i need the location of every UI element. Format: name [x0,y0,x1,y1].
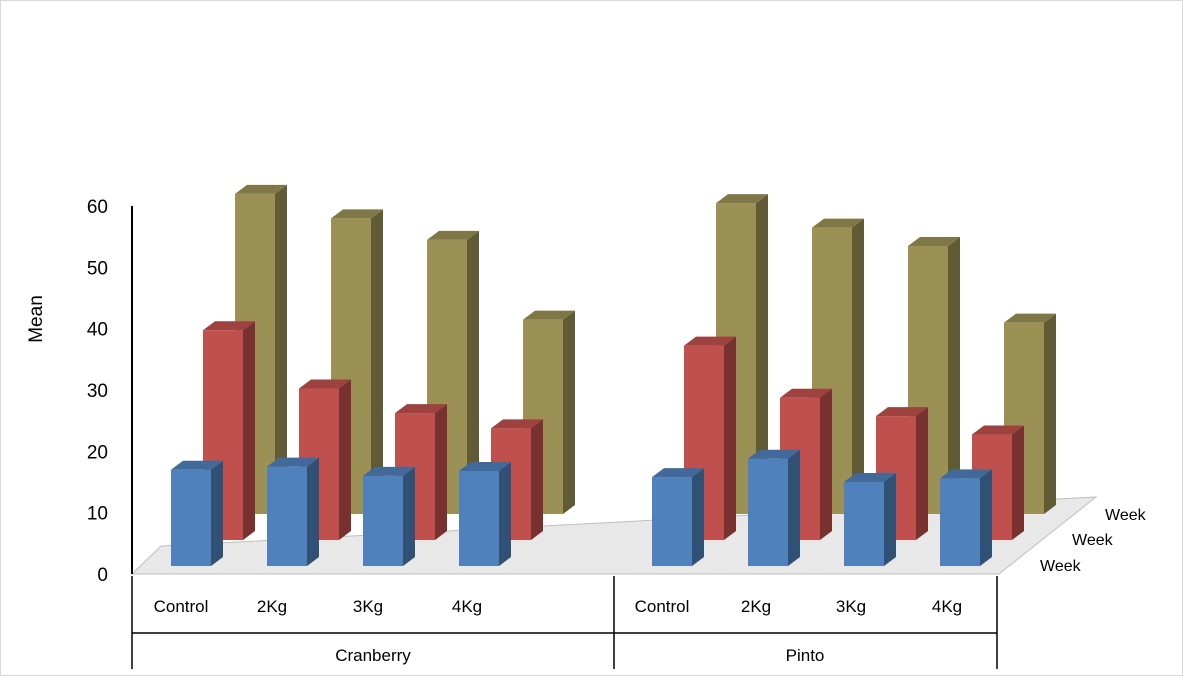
bar-side [275,184,287,514]
bar-front [844,482,884,566]
bar-top [363,466,415,476]
bar-side [948,237,960,514]
bar-top [876,407,928,417]
bar-top [844,473,896,482]
bar-side [339,379,351,540]
bar-side [756,194,768,515]
series-label: Week [1105,507,1147,524]
category-label: 3Kg [836,597,866,616]
bar-top [716,194,768,204]
bar-side [211,460,223,566]
group-label: Pinto [786,646,825,665]
y-tick-label: 30 [87,381,108,402]
bar-1-2 [267,457,319,566]
bar-side [980,469,992,566]
series-label: Week [1040,558,1082,575]
category-label: Control [635,597,690,616]
bar-top [780,388,832,398]
category-label: 2Kg [257,597,287,616]
bar-top [523,310,575,320]
bar-top [652,468,704,478]
bar-top [203,321,255,331]
y-tick-label: 40 [87,320,108,341]
bar-side [307,457,319,566]
bar-side [884,473,896,566]
series-label: Week [1072,532,1114,549]
bar-side [1012,425,1024,540]
bar-side [692,468,704,566]
bar-top [395,404,447,414]
bars-layer [171,184,1056,566]
bar-side [243,321,255,540]
bar-front [171,469,211,566]
bar-1-1 [171,460,223,566]
y-tick-label: 50 [87,258,108,279]
bar-front [940,478,980,566]
bar-front [267,466,307,566]
bar-top [235,184,287,194]
y-tick-label: 60 [87,197,108,218]
bar-front [748,458,788,566]
bar-side [371,209,383,514]
bar-1-3 [363,466,415,566]
category-label: 2Kg [741,597,771,616]
bar-side [563,310,575,514]
bar-side [916,407,928,540]
bar-top [491,419,543,429]
bar-side [531,419,543,540]
bar-top [171,460,223,470]
bar-side [1044,313,1056,514]
bar-1-7 [844,473,896,566]
group-label: Cranberry [335,646,411,665]
bar-side [403,466,415,566]
category-label: 4Kg [452,597,482,616]
bar-top [684,336,736,346]
bar-top [1004,313,1056,323]
y-tick-label: 10 [87,504,108,525]
bar-front [652,477,692,566]
bar-top [459,461,511,471]
bar-top [331,209,383,219]
bar-side [435,404,447,540]
bar-1-4 [459,461,511,566]
bar-side [852,218,864,514]
category-label: 4Kg [932,597,962,616]
bar-top [427,230,479,240]
category-label: Control [154,597,209,616]
category-label: 3Kg [353,597,383,616]
y-tick-label: 0 [97,565,108,586]
bar-side [499,461,511,566]
bar-side [788,449,800,566]
y-tick-label: 20 [87,442,108,463]
bar-side [724,336,736,540]
bar-side [467,230,479,514]
bar-1-6 [748,449,800,566]
bar-top [748,449,800,459]
y-axis-title: Mean [26,295,47,343]
bar-top [972,425,1024,435]
axis-layer [131,206,998,669]
bar-top [940,469,992,479]
bar-1-5 [652,468,704,566]
bar-top [908,237,960,246]
labels-layer: 0 10 20 30 40 50 60 Mean Control 2Kg 3Kg 4Kg Control… [26,197,1147,665]
bar-front [363,475,403,566]
bar-side [820,388,832,540]
bar-top [812,218,864,228]
bar-top [299,379,351,389]
bar-1-8 [940,469,992,566]
bar-front [459,470,499,566]
bar-top [267,457,319,467]
